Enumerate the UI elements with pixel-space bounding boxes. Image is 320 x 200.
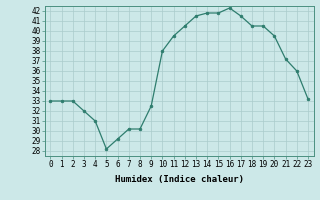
X-axis label: Humidex (Indice chaleur): Humidex (Indice chaleur): [115, 175, 244, 184]
